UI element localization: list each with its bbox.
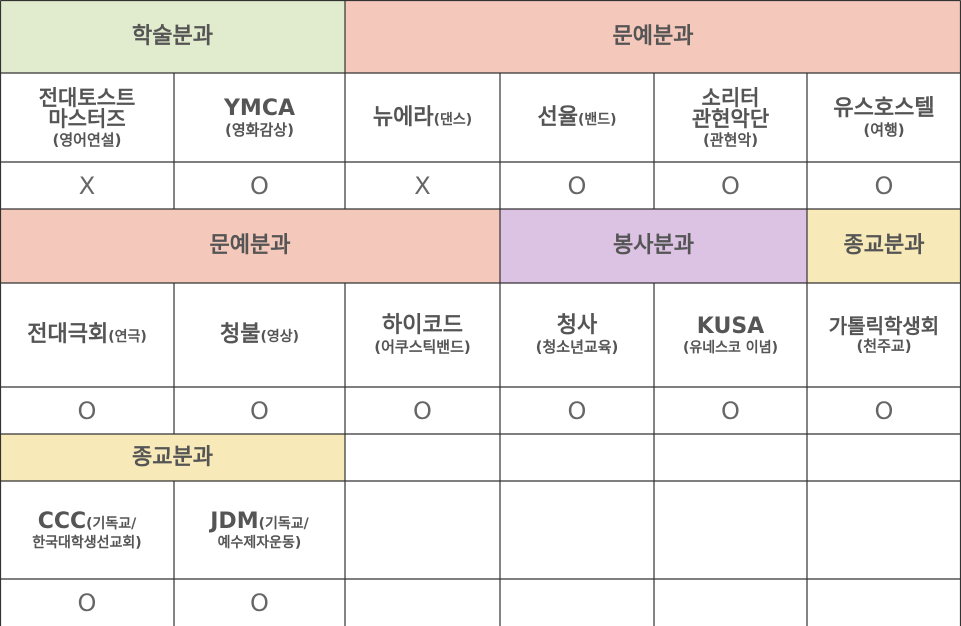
header-volunteer-label: 봉사분과: [613, 233, 694, 258]
club-name: JDM: [210, 508, 259, 534]
club-cell: 하이코드 (어쿠스틱밴드): [345, 283, 500, 387]
club-cell: YMCA (영화감상): [174, 73, 345, 162]
header-religion-label: 종교분과: [843, 233, 925, 258]
header-religion-label: 종교분과: [132, 444, 213, 470]
club-name: 청사: [556, 313, 598, 338]
status-mark-text: O: [567, 171, 587, 200]
club-cell: 청사 (청소년교육): [500, 283, 654, 387]
status-mark: O: [500, 162, 654, 209]
status-mark: O: [654, 162, 807, 209]
status-mark-text: O: [250, 171, 269, 200]
club-name: YMCA: [224, 95, 295, 121]
club-cell: 뉴에라(댄스): [345, 73, 500, 162]
status-mark-text: O: [250, 588, 269, 617]
club-cell: 가톨릭학생회 (천주교): [807, 283, 961, 387]
status-mark: O: [807, 162, 961, 209]
club-cell: 전대극회(연극): [0, 283, 174, 387]
club-description: (기독교/: [86, 515, 137, 532]
status-mark-text: O: [567, 396, 587, 425]
club-description: (관현악): [702, 130, 759, 149]
club-description: (댄스): [433, 111, 473, 128]
club-name: 전대토스트: [38, 85, 136, 110]
status-mark: X: [345, 162, 500, 209]
status-mark: O: [345, 387, 500, 434]
club-description: (영어연설): [52, 130, 122, 149]
club-description: (천주교): [856, 337, 912, 355]
club-description: (밴드): [577, 111, 617, 128]
header-religion: 종교분과: [0, 434, 345, 481]
status-mark-text: O: [721, 396, 740, 425]
club-cell: 소리터 관현악단 (관현악): [654, 73, 807, 162]
club-name: KUSA: [696, 313, 765, 339]
header-volunteer: 봉사분과: [500, 209, 807, 283]
club-name: 청불: [219, 322, 261, 347]
club-name: 유스호스텔: [833, 95, 935, 121]
header-arts-label: 문예분과: [209, 233, 291, 258]
club-description: (청소년교육): [535, 338, 619, 356]
club-cell: CCC(기독교/ 한국대학생선교회): [0, 481, 174, 579]
club-name: 선율: [537, 104, 578, 130]
status-mark: O: [654, 387, 807, 434]
header-arts: 문예분과: [345, 0, 961, 73]
club-name: 마스터즈: [48, 106, 126, 131]
club-name: 가톨릭학생회: [828, 314, 940, 338]
header-academic: 학술분과: [0, 0, 345, 73]
club-description: (어쿠스틱밴드): [374, 338, 471, 356]
club-description: (영상): [260, 329, 300, 345]
club-cell: 전대토스트 마스터즈 (영어연설): [0, 73, 174, 162]
status-mark-text: O: [77, 396, 97, 425]
status-mark-text: O: [874, 171, 894, 200]
status-mark: O: [0, 387, 174, 434]
header-arts-label: 문예분과: [612, 23, 694, 49]
status-mark-text: O: [721, 171, 740, 200]
club-name: CCC: [37, 508, 87, 534]
club-cell: 선율(밴드): [500, 73, 654, 162]
club-description: (기독교/: [258, 515, 309, 532]
club-description: (유네스코 이념): [683, 339, 778, 356]
status-mark: O: [174, 162, 345, 209]
club-description: 한국대학생선교회): [32, 534, 142, 551]
club-name: 소리터: [701, 85, 760, 110]
club-name: 관현악단: [691, 106, 770, 131]
header-academic-label: 학술분과: [132, 23, 213, 49]
status-mark-text: X: [414, 171, 431, 200]
status-mark: O: [500, 387, 654, 434]
club-cell: 유스호스텔 (여행): [807, 73, 961, 162]
status-mark-text: X: [78, 171, 96, 200]
status-mark: O: [0, 579, 174, 626]
club-name: 뉴에라: [372, 104, 434, 130]
club-description: 예수제자운동): [217, 534, 302, 551]
status-mark-text: O: [250, 396, 269, 425]
header-arts: 문예분과: [0, 209, 500, 283]
club-name: 전대극회: [27, 322, 109, 347]
club-name: 하이코드: [382, 313, 463, 338]
club-cell: 청불(영상): [174, 283, 345, 387]
status-mark-text: O: [77, 588, 97, 617]
club-description: (연극): [108, 329, 147, 345]
status-mark: X: [0, 162, 174, 209]
status-mark: O: [807, 387, 961, 434]
club-cell: KUSA (유네스코 이념): [654, 283, 807, 387]
status-mark-text: O: [413, 396, 432, 425]
club-cell: JDM(기독교/ 예수제자운동): [174, 481, 345, 579]
status-mark: O: [174, 387, 345, 434]
header-religion: 종교분과: [807, 209, 961, 283]
club-description: (여행): [863, 120, 905, 139]
status-mark: O: [174, 579, 345, 626]
club-description: (영화감상): [225, 120, 294, 139]
status-mark-text: O: [874, 396, 894, 425]
